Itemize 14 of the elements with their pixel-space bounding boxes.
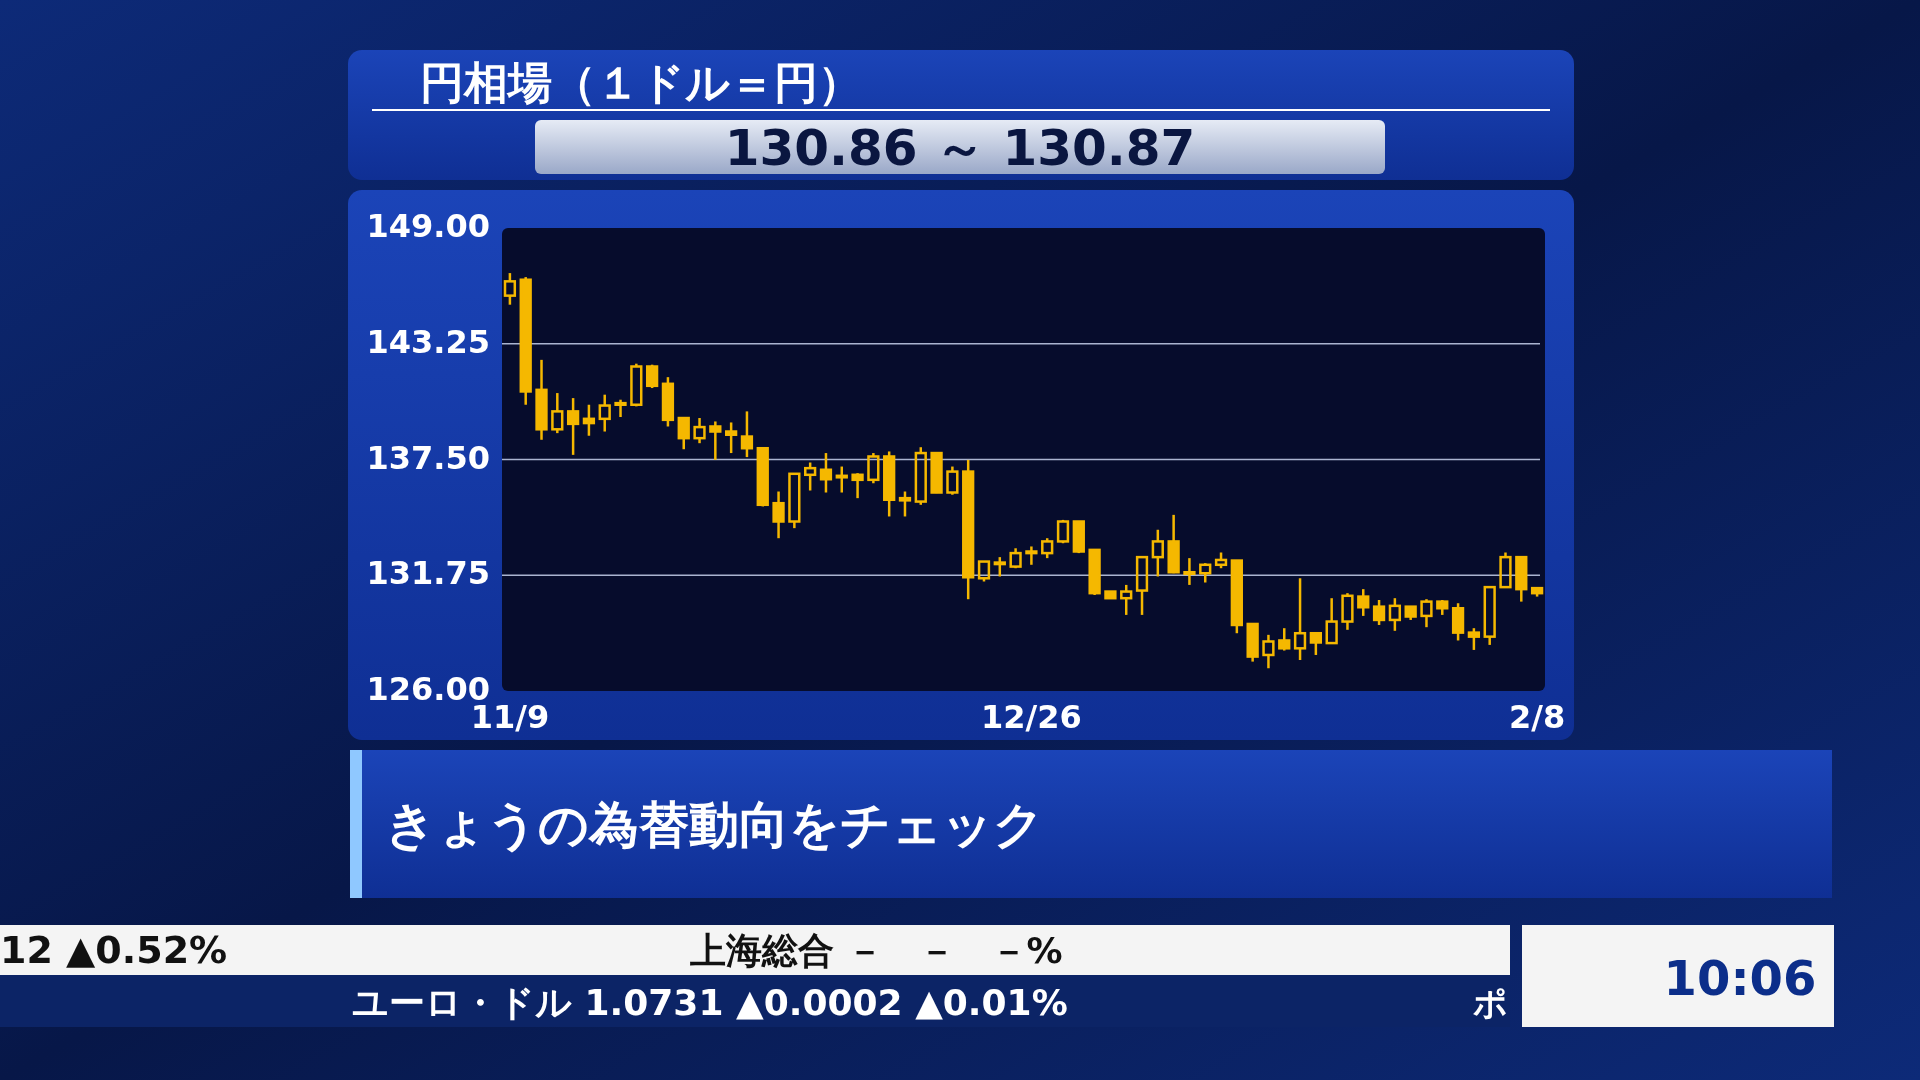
y-tick-label: 149.00 <box>366 207 490 245</box>
text: 10:06 <box>1663 950 1817 1006</box>
x-tick-label: 2/8 <box>1508 698 1566 736</box>
x-tick-label: 12/26 <box>981 698 1082 736</box>
subtitle: 130.86 ～ 130.87 <box>724 119 1196 177</box>
text: ポ <box>1473 983 1508 1023</box>
text: ユーロ・ドル 1.0731 ▲0.0002 ▲0.01% <box>352 982 1068 1023</box>
text: 上海総合 － － －% <box>690 930 1063 971</box>
y-tick-label: 131.75 <box>366 554 490 593</box>
y-tick-label: 143.25 <box>366 322 490 361</box>
title: 円相場（１ドル＝円） <box>420 57 862 108</box>
text: きょうの為替動向をチェック <box>385 796 1044 854</box>
text: 12 ▲0.52% <box>0 928 228 972</box>
y-tick-label: 137.50 <box>366 438 490 477</box>
